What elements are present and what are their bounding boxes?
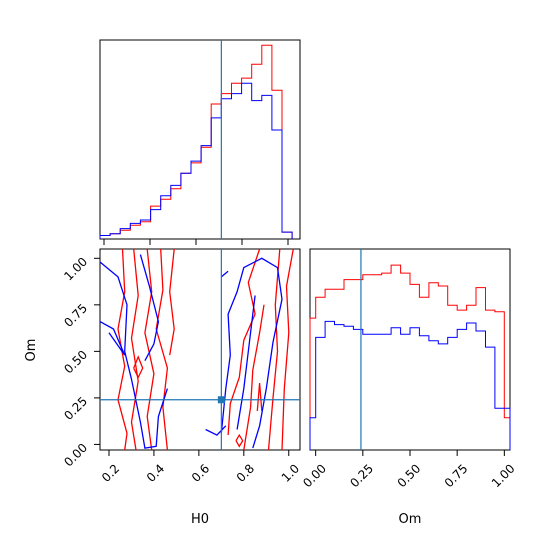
contour-series-1-level-2 — [99, 321, 126, 356]
contour-series-0-level-8 — [281, 248, 294, 451]
contour-panel: 0.2 0.4 0.6 0.8 1.0 0.000.250.500.751.00 H0 … — [24, 248, 302, 527]
contour-x-tick-label: 1.0 — [279, 461, 302, 484]
hist-H0-panel — [99, 39, 301, 245]
contour-y-tick-label: 0.75 — [61, 301, 90, 330]
hist-H0-series-1-step — [99, 82, 293, 239]
hist-Om-x-tick-label: 0.50 — [395, 461, 424, 490]
contour-series-0-level-11 — [256, 382, 263, 411]
hist-Om-x-tick-label: 1.00 — [489, 461, 518, 490]
contour-x-tick-label: 0.4 — [144, 461, 167, 484]
contour-series-1-level-6 — [220, 270, 229, 278]
contour-series-0-level-10 — [235, 433, 244, 448]
contour-series-0-level-9 — [133, 355, 144, 379]
contour-x-axis-label: H0 — [191, 512, 209, 527]
contour-series-1-level-4 — [236, 295, 256, 430]
hist-H0-ticks — [103, 239, 289, 245]
contour-frame — [99, 248, 301, 451]
contour-x-tick-label: 0.2 — [99, 461, 122, 484]
contour-x-tick-label: 0.6 — [189, 461, 212, 484]
contour-series-1-level-3 — [220, 257, 283, 449]
hist-Om-series-0-step — [309, 264, 511, 450]
hist-Om-series-1-step — [309, 320, 511, 450]
contour-series-1-level-0 — [99, 261, 169, 449]
contour-y-tick-label: 0.25 — [61, 394, 90, 423]
contour-series-1-level-5 — [205, 425, 227, 436]
contour-series-0-level-7 — [267, 248, 281, 451]
contour-series-0-level-0 — [117, 248, 128, 451]
hist-H0-series-0-step — [99, 44, 293, 239]
contour-y-tick-label: 1.00 — [61, 255, 90, 284]
hist-Om-panel: 0.00 0.25 0.50 0.75 1.00 Om — [300, 248, 518, 527]
contour-series-0-level-4 — [169, 248, 175, 356]
contour-truth-point — [217, 396, 225, 404]
contour-y-tick-label: 0.00 — [61, 441, 90, 470]
hist-Om-x-ticks: 0.00 0.25 0.50 0.75 1.00 — [300, 450, 518, 490]
contour-x-tick-label: 0.8 — [234, 461, 257, 484]
hist-Om-x-tick-label: 0.75 — [442, 461, 471, 490]
contour-series-0-level-2 — [144, 248, 155, 451]
contour-y-ticks: 0.00 0.25 0.50 0.75 1.00 — [61, 255, 100, 470]
contour-series-0-level-5 — [227, 248, 261, 436]
contour-series-0-level-6 — [243, 304, 265, 451]
contour-series-0-level-1 — [130, 248, 139, 451]
contour-x-ticks: 0.2 0.4 0.6 0.8 1.0 — [99, 450, 302, 485]
contour-y-axis-label: Om — [24, 339, 39, 362]
contour-series-0-level-3 — [155, 248, 169, 451]
hist-Om-x-tick-label: 0.00 — [300, 461, 329, 490]
hist-Om-x-tick-label: 0.25 — [347, 461, 376, 490]
hist-Om-x-axis-label: Om — [399, 512, 422, 527]
contour-series-1-level-1 — [139, 254, 160, 362]
hist-H0-frame — [99, 39, 301, 240]
contour-y-tick-label: 0.50 — [61, 348, 90, 377]
